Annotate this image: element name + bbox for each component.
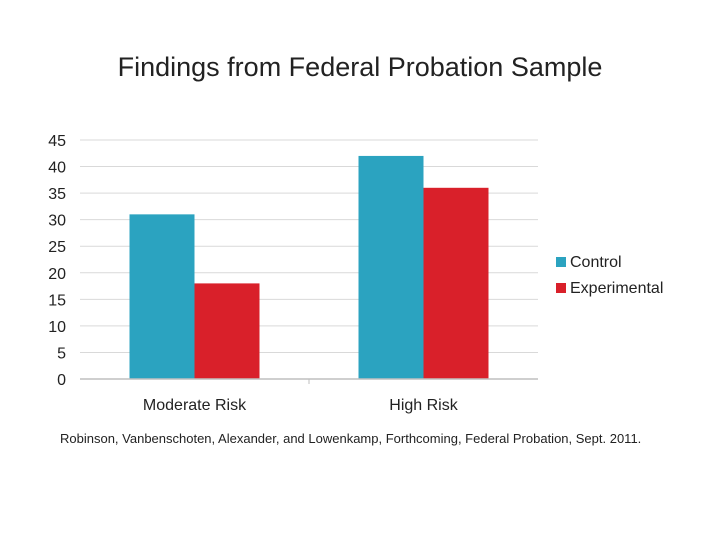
x-tick-label: High Risk	[389, 397, 458, 414]
y-tick-label: 15	[48, 292, 66, 309]
y-tick-label: 20	[48, 266, 66, 283]
y-tick-label: 45	[48, 133, 66, 150]
y-tick-label: 40	[48, 160, 66, 177]
legend-label-control: Control	[570, 254, 622, 271]
slide-title: Findings from Federal Probation Sample	[117, 52, 603, 82]
y-tick-label: 10	[48, 319, 66, 336]
citation-text: Robinson, Vanbenschoten, Alexander, and …	[60, 431, 642, 446]
axes: 0 5 10 15 20 25 30 35 40 45 Moderate Risk High Risk	[48, 133, 538, 414]
y-tick-label: 5	[57, 345, 66, 362]
legend-swatch-experimental	[556, 283, 566, 293]
bar-control-high-risk	[358, 155, 424, 379]
y-tick-label: 0	[57, 372, 66, 389]
bars	[129, 155, 489, 379]
bar-experimental-high-risk	[423, 187, 489, 379]
legend: Control Experimental	[556, 254, 663, 297]
y-tick-label: 25	[48, 239, 66, 256]
bar-control-moderate-risk	[129, 214, 195, 379]
x-tick-label: Moderate Risk	[143, 397, 247, 414]
bar-chart: 0 5 10 15 20 25 30 35 40 45 Moderate Risk High Risk…	[48, 133, 663, 414]
bar-experimental-moderate-risk	[194, 283, 260, 379]
legend-swatch-control	[556, 257, 566, 267]
legend-label-experimental: Experimental	[570, 280, 663, 297]
y-tick-label: 35	[48, 186, 66, 203]
y-tick-label: 30	[48, 213, 66, 230]
